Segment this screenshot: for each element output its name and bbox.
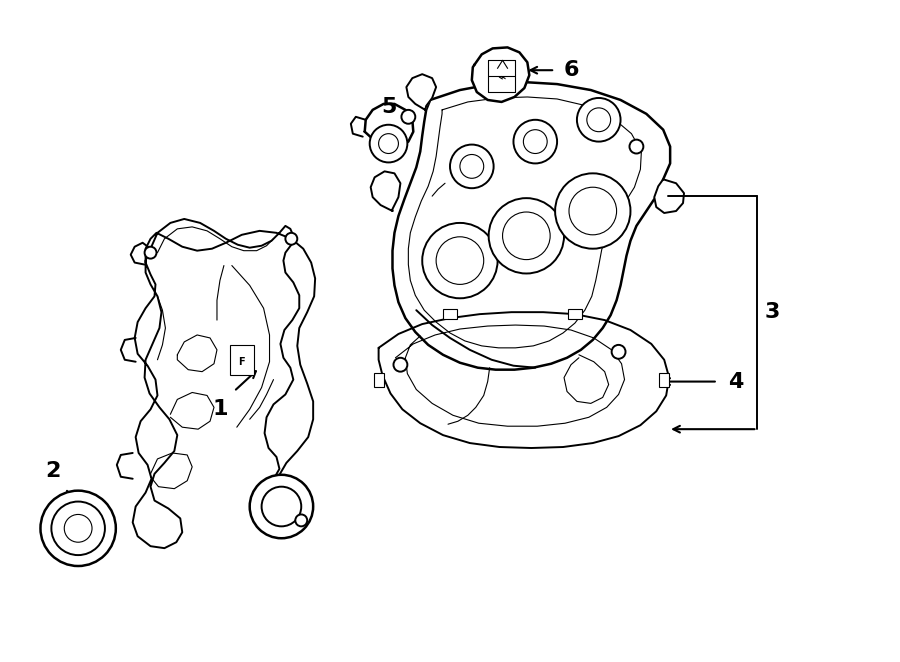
Circle shape bbox=[569, 187, 616, 235]
Circle shape bbox=[422, 223, 498, 299]
Text: 3: 3 bbox=[765, 302, 780, 322]
Circle shape bbox=[40, 491, 116, 566]
Polygon shape bbox=[132, 219, 315, 548]
Circle shape bbox=[489, 198, 564, 273]
Circle shape bbox=[379, 134, 399, 154]
Circle shape bbox=[577, 98, 621, 142]
Circle shape bbox=[555, 173, 631, 249]
Text: 6: 6 bbox=[563, 60, 579, 80]
Circle shape bbox=[393, 357, 408, 371]
Circle shape bbox=[524, 130, 547, 154]
Circle shape bbox=[460, 154, 483, 178]
Circle shape bbox=[436, 237, 483, 285]
Circle shape bbox=[587, 108, 610, 132]
Circle shape bbox=[401, 110, 415, 124]
Polygon shape bbox=[379, 312, 669, 448]
Circle shape bbox=[64, 514, 92, 542]
Text: 2: 2 bbox=[46, 461, 61, 481]
Polygon shape bbox=[654, 179, 684, 213]
Text: 4: 4 bbox=[728, 371, 743, 391]
Bar bbox=[443, 309, 457, 319]
Polygon shape bbox=[407, 74, 436, 110]
Circle shape bbox=[51, 502, 105, 555]
Bar bbox=[374, 373, 383, 387]
Polygon shape bbox=[364, 104, 413, 148]
Circle shape bbox=[370, 124, 408, 162]
Circle shape bbox=[295, 514, 307, 526]
Polygon shape bbox=[392, 82, 670, 369]
Circle shape bbox=[612, 345, 625, 359]
Circle shape bbox=[502, 212, 550, 260]
Circle shape bbox=[145, 247, 157, 259]
Text: ⌁: ⌁ bbox=[498, 70, 506, 84]
Text: F: F bbox=[238, 357, 245, 367]
Circle shape bbox=[249, 475, 313, 538]
Circle shape bbox=[450, 144, 493, 188]
Circle shape bbox=[514, 120, 557, 164]
Circle shape bbox=[285, 233, 297, 245]
Bar bbox=[568, 309, 582, 319]
Bar bbox=[230, 345, 254, 375]
Polygon shape bbox=[371, 171, 400, 211]
Polygon shape bbox=[472, 48, 529, 102]
Bar bbox=[659, 373, 669, 387]
Circle shape bbox=[629, 140, 643, 154]
Text: 5: 5 bbox=[381, 97, 396, 117]
Text: 1: 1 bbox=[212, 399, 228, 419]
Circle shape bbox=[262, 487, 302, 526]
